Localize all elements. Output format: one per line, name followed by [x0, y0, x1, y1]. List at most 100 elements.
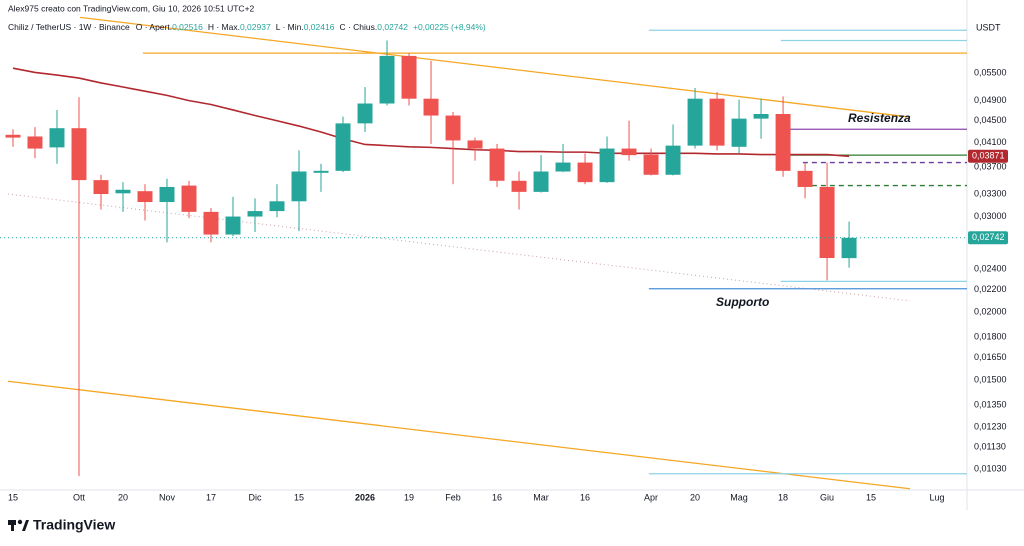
- x-tick-label: Giu: [820, 492, 834, 502]
- y-tick-label: 0,05500: [974, 68, 1007, 78]
- y-tick-label: 0,04500: [974, 115, 1007, 125]
- candle-body: [269, 201, 285, 212]
- candle-body: [599, 148, 615, 183]
- candle-body: [379, 55, 395, 104]
- candle-body: [71, 128, 87, 181]
- x-tick-label: Nov: [159, 492, 176, 502]
- x-tick-label: 15: [294, 492, 304, 502]
- candle-body: [775, 114, 791, 171]
- candle-body: [313, 170, 329, 173]
- legend-value: 0,02516: [172, 22, 203, 32]
- candle-body: [555, 162, 571, 172]
- y-tick-label: 0,01650: [974, 352, 1007, 362]
- candle-body: [731, 118, 747, 147]
- x-tick-label: 15: [8, 492, 18, 502]
- trendline: [7, 193, 911, 302]
- price-box-label: 0,02742: [972, 232, 1005, 242]
- legend-value: 0,02742: [377, 22, 408, 32]
- candle-body: [819, 186, 835, 259]
- x-tick-label: Ott: [73, 492, 86, 502]
- candle-body: [335, 123, 351, 171]
- legend-key: C · Chius.: [339, 22, 377, 32]
- x-tick-label: 16: [580, 492, 590, 502]
- moving-average: [12, 67, 850, 158]
- y-tick-label: 0,03000: [974, 211, 1007, 221]
- candle-body: [753, 114, 769, 119]
- annotation: Resistenza: [848, 111, 911, 125]
- legend-key: O · Apert.: [136, 22, 172, 32]
- x-tick-label: Apr: [644, 492, 658, 502]
- brand: TradingView: [33, 517, 115, 533]
- candle-body: [841, 237, 857, 259]
- candle-body: [665, 145, 681, 175]
- y-tick-label: 0,02400: [974, 264, 1007, 274]
- y-tick-label: 0,03700: [974, 161, 1007, 171]
- y-tick-label: 0,03300: [974, 188, 1007, 198]
- candle-body: [137, 191, 153, 203]
- legend-key: H · Max.: [208, 22, 240, 32]
- y-tick-label: 0,01030: [974, 464, 1007, 474]
- candle-body: [203, 211, 219, 235]
- y-tick-label: 0,02000: [974, 307, 1007, 317]
- y-tick-label: 0,01350: [974, 400, 1007, 410]
- x-tick-label: 19: [404, 492, 414, 502]
- candle-body: [511, 180, 527, 192]
- legend-value: 0,02937: [240, 22, 271, 32]
- x-tick-label: Feb: [445, 492, 461, 502]
- candle-body: [27, 136, 43, 149]
- candle-body: [643, 154, 659, 175]
- symbol: Chiliz / TetherUS · 1W · Binance: [8, 22, 130, 32]
- candle-body: [247, 211, 263, 217]
- candle-body: [709, 98, 725, 146]
- y-tick-label: 0,01800: [974, 332, 1007, 342]
- candle-body: [115, 189, 131, 194]
- candle-body: [401, 55, 417, 99]
- x-tick-label: Dic: [249, 492, 262, 502]
- candle-body: [577, 162, 593, 183]
- trendline: [7, 380, 911, 490]
- candle-body: [489, 148, 505, 181]
- x-tick-label: 20: [690, 492, 700, 502]
- y-tick-label: 0,01230: [974, 422, 1007, 432]
- x-tick-label: 2026: [355, 492, 375, 502]
- candle-body: [687, 98, 703, 146]
- x-tick-label: 20: [118, 492, 128, 502]
- annotation: Supporto: [716, 295, 769, 309]
- x-tick-label: 16: [492, 492, 502, 502]
- candle-body: [357, 103, 373, 124]
- candle-body: [621, 148, 637, 156]
- x-tick-label: 18: [778, 492, 788, 502]
- x-tick-label: 15: [866, 492, 876, 502]
- candle-body: [797, 170, 813, 187]
- x-tick-label: 17: [206, 492, 216, 502]
- candle-body: [49, 128, 65, 148]
- candle-body: [467, 140, 483, 149]
- y-tick-label: 0,01500: [974, 375, 1007, 385]
- price-box-label: 0,03871: [972, 151, 1005, 161]
- candle-body: [533, 171, 549, 192]
- y-tick-label: 0,02200: [974, 284, 1007, 294]
- legend-key: L · Min.: [276, 22, 304, 32]
- candle-body: [225, 216, 241, 235]
- candle-body: [291, 171, 307, 202]
- legend-value: 0,02416: [304, 22, 335, 32]
- price-box: [968, 231, 1008, 245]
- candle-body: [5, 134, 21, 138]
- candle-body: [445, 115, 461, 141]
- y-tick-label: 0,01130: [974, 442, 1006, 452]
- candle-body: [423, 98, 439, 116]
- x-tick-label: Mar: [533, 492, 549, 502]
- candle-body: [159, 186, 175, 203]
- trendline: [80, 16, 911, 118]
- candle-body: [181, 185, 197, 212]
- x-tick-label: Mag: [730, 492, 748, 502]
- brand-logo: [8, 519, 29, 531]
- currency: USDT: [976, 22, 1001, 32]
- change: +0,00225 (+8,94%): [413, 22, 486, 32]
- credit: Alex975 creato con TradingView.com, Giu …: [8, 3, 255, 13]
- plot: [0, 16, 967, 490]
- y-tick-label: 0,04100: [974, 137, 1007, 147]
- y-tick-label: 0,04900: [974, 95, 1007, 105]
- candle-body: [93, 180, 109, 195]
